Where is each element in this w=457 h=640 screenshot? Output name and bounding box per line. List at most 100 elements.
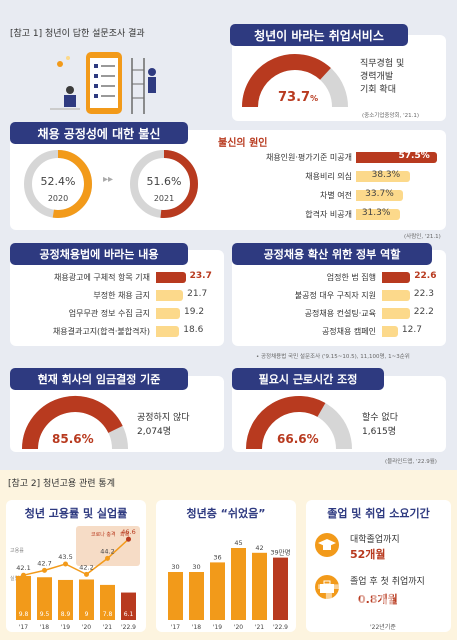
law-bars-value: 23.7 [189, 271, 212, 281]
law-bars-label: 채용결과고지(합격·불합격자) [52, 327, 150, 336]
law-bars-label: 업무무관 정보 수집 금지 [68, 309, 150, 318]
year-tick: '19 [61, 624, 70, 631]
law-bars-value: 18.6 [183, 325, 204, 335]
corona-highlight [76, 526, 140, 566]
employment-point [105, 555, 110, 561]
fairness-2020-year: 2020 [47, 194, 69, 203]
rest-chart: 30 '17 30 '18 36 '19 45 '20 42 '21 39만명 '22.9 [156, 522, 296, 632]
wage-count: 2,074명 [137, 427, 172, 437]
wage-gauge [20, 394, 130, 456]
employment-value: 42.7 [37, 559, 51, 567]
hours-source: (블라인드앱, '22.9월) [385, 459, 437, 465]
gov-bars-bar [382, 308, 410, 319]
employment-point [84, 571, 89, 577]
reasons-title: 불신의 원인 [218, 138, 268, 149]
gov-bars-value: 22.2 [413, 307, 434, 317]
year-tick: '20 [82, 624, 91, 631]
year-tick: '22.9 [273, 624, 288, 631]
gov-bars-label: 공정채용 컨설팅·교육 [304, 309, 376, 318]
unemployment-bar [58, 579, 73, 620]
gov-bars-bar [382, 272, 411, 283]
jobservice-gauge [240, 52, 350, 114]
unemployment-value: 7.8 [103, 611, 113, 618]
law-bars-label: 부정한 채용 금지 [93, 291, 150, 300]
reason-label: 채용비리 의심 [305, 172, 352, 181]
law-bars-bar [156, 308, 180, 319]
duration-card [306, 500, 451, 632]
fairness-donut-2021 [128, 148, 200, 220]
duration-item1-value: 52개월 [350, 548, 386, 561]
reason-label: 합격자 비공개 [305, 210, 352, 219]
duration-item1-label: 대학졸업까지 [350, 535, 400, 545]
reason-bar [356, 190, 404, 201]
employment-point [63, 561, 68, 567]
employment-value: 46.6 [121, 528, 135, 536]
gov-bars-value: 12.7 [401, 325, 422, 335]
year-tick: '17 [171, 624, 180, 631]
law-card [10, 250, 224, 346]
ref2-label: [참고 2] 청년고용 관련 통계 [8, 479, 115, 489]
fairness-source: (사람인, '21.1) [404, 234, 441, 240]
rest-value: 45 [234, 539, 242, 547]
duration-title: 졸업 및 취업 소요기간 [327, 507, 430, 520]
unemployment-bar [37, 577, 52, 620]
gov-bars-value: 22.6 [414, 271, 437, 281]
employment-line [23, 538, 130, 576]
fairness-2021-year: 2021 [153, 194, 175, 203]
unemployment-value: 8.9 [61, 611, 71, 618]
law-title: 공정채용법에 바라는 내용 [10, 243, 188, 265]
reason-label: 차별 여전 [320, 191, 352, 200]
watermark-logo: TON [318, 578, 397, 616]
survey-source: • 공정채용법 국민 설문조사 ('9.15~10.5), 11,100명, 1… [256, 354, 410, 360]
duration-item2-value: 0.8개월 [358, 593, 398, 606]
arrow-icon: ▸▸ [103, 174, 114, 185]
gov-title: 공정채용 확산 위한 정부 역할 [232, 243, 432, 265]
year-tick: '17 [19, 624, 28, 631]
graduation-cap-icon [314, 532, 340, 558]
unemployment-value: 6.1 [124, 611, 134, 618]
rest-bar [210, 562, 225, 620]
employment-rate-label: 고용률 [10, 548, 24, 554]
reason-value: 31.3% [361, 208, 391, 218]
year-tick: '18 [192, 624, 201, 631]
employment-value: 42.2 [79, 563, 93, 571]
gov-card [232, 250, 446, 346]
rest-bar [231, 548, 246, 620]
employment-title: 청년 고용률 및 실업률 [24, 507, 128, 520]
law-bars-bar [156, 290, 184, 301]
fairness-title: 채용 공정성에 대한 불신 [10, 122, 188, 144]
reason-label: 채용인원·평가기준 미공개 [265, 153, 352, 162]
year-tick: '21 [103, 624, 112, 631]
unemployment-bar [16, 575, 31, 620]
employment-point [126, 536, 131, 542]
unemployment-bar [100, 584, 115, 620]
unemployment-value: 9 [85, 611, 89, 618]
gov-bars-bar [382, 290, 410, 301]
ref1-label: [참고 1] 청년이 답한 설문조사 결과 [10, 29, 145, 39]
year-tick: '18 [40, 624, 49, 631]
rest-value: 39만명 [270, 548, 290, 557]
gov-bars-bar [382, 326, 398, 337]
rest-bar [168, 572, 183, 620]
law-bars-bar [156, 272, 186, 283]
jobservice-title: 청년이 바라는 취업서비스 [230, 24, 408, 46]
rest-value: 30 [192, 563, 200, 571]
duration-item2-label: 졸업 후 첫 취업까지 [350, 577, 425, 587]
employment-value: 42.1 [16, 564, 30, 572]
law-bars-bar [156, 326, 180, 337]
hours-gauge [244, 394, 354, 456]
unemployment-bar [79, 579, 94, 620]
gov-bars-label: 불공정 대우 구직자 지원 [294, 291, 376, 300]
reason-bar [356, 152, 437, 163]
fairness-donut-2020 [22, 148, 94, 220]
gov-bars-label: 엄정한 법 집행 [326, 273, 376, 282]
unemployment-bar [121, 592, 136, 620]
unemployment-value: 9.5 [40, 611, 50, 618]
employment-value: 43.5 [58, 553, 72, 561]
reason-value: 38.3% [371, 170, 401, 180]
rest-bar [189, 572, 204, 620]
duration-note: '22년기준 [370, 624, 396, 631]
fairness-2021-value: 51.6% [146, 175, 182, 188]
survey-illustration [40, 50, 170, 120]
reason-value: 57.5% [398, 151, 430, 161]
